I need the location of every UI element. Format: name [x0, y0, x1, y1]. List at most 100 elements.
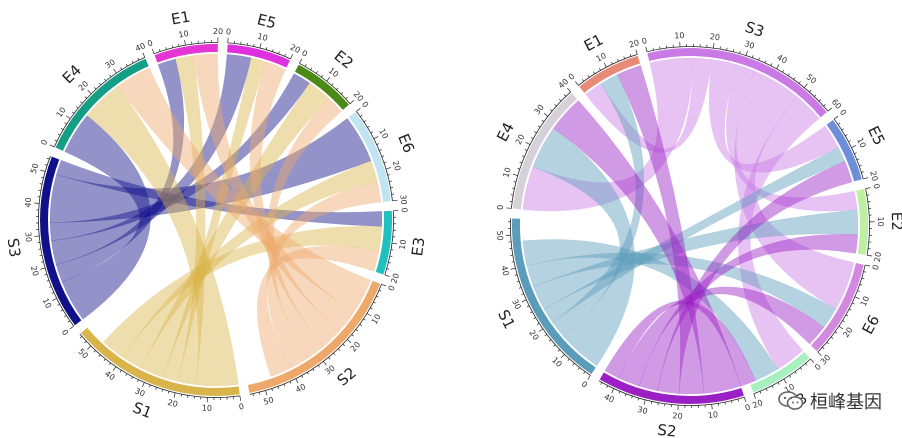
axis-tick — [861, 171, 864, 173]
axis-tick — [739, 50, 741, 54]
tick-label: 0 — [300, 48, 309, 58]
tick-label: 0 — [871, 183, 881, 190]
axis-tick — [753, 393, 756, 399]
sector-e1 — [154, 44, 218, 63]
axis-tick — [336, 87, 339, 90]
axis-tick — [567, 87, 571, 93]
axis-tick — [389, 180, 392, 182]
axis-tick — [41, 176, 44, 179]
axis-tick — [587, 375, 591, 380]
axis-tick — [711, 404, 713, 410]
link-s3-e6 — [49, 118, 372, 224]
sector-e1 — [579, 55, 641, 93]
sector-e2 — [294, 64, 349, 110]
axis-tick — [577, 367, 580, 370]
axis-tick — [826, 341, 829, 345]
axis-tick — [252, 393, 254, 397]
axis-tick — [321, 74, 324, 78]
tick-label: 20 — [672, 411, 683, 421]
axis-tick — [593, 71, 596, 75]
tick-label: 10 — [41, 297, 54, 310]
sector-label-s2: S2 — [334, 364, 360, 390]
axis-tick — [49, 144, 55, 148]
tick-label: 40 — [499, 265, 510, 277]
axis-tick — [155, 387, 157, 390]
tick-label: 60 — [830, 97, 843, 111]
axis-tick — [259, 43, 262, 49]
tick-label: 20 — [167, 398, 179, 409]
link-s2-e5 — [249, 61, 340, 347]
sector-label-s1: S1 — [130, 398, 154, 422]
axis-tick — [544, 334, 548, 337]
axis-tick — [79, 336, 83, 339]
sector-e4 — [512, 92, 578, 210]
axis-tick — [519, 161, 523, 164]
axis-tick — [178, 43, 180, 47]
axis-e6 — [356, 111, 393, 201]
watermark-text: 桓峰基因 — [810, 392, 882, 413]
axis-tick — [239, 395, 241, 401]
axis-tick — [109, 74, 112, 78]
tick-label: 10 — [707, 410, 718, 420]
axis-tick — [530, 137, 534, 139]
axis-tick — [65, 115, 71, 119]
axis-tick — [563, 94, 567, 97]
axis-tick — [534, 131, 537, 134]
axis-tick — [830, 336, 834, 339]
sector-e6 — [811, 262, 864, 352]
axis-tick — [265, 47, 268, 50]
link-s1-e1 — [175, 55, 206, 386]
link-s1-e5 — [162, 57, 267, 382]
axis-tick — [833, 115, 839, 120]
axis-tick — [809, 89, 812, 93]
axis-e2 — [299, 62, 351, 104]
axis-tick — [598, 68, 601, 71]
axis-tick — [618, 391, 621, 394]
axis-tick — [854, 152, 857, 155]
axis-tick — [173, 392, 176, 398]
axis-tick — [60, 128, 64, 130]
axis-tick — [867, 254, 873, 257]
axis-tick — [524, 149, 528, 151]
axis-tick — [165, 47, 167, 50]
axis-tick — [258, 392, 261, 395]
axis-tick — [373, 136, 379, 140]
axis-tick — [84, 340, 87, 344]
tick-label: 0 — [238, 402, 244, 412]
tick-label: 30 — [103, 57, 116, 70]
axis-tick — [794, 371, 797, 374]
axis-tick — [326, 77, 330, 82]
axis-tick — [253, 43, 255, 47]
sector-label-s2: S2 — [656, 421, 677, 438]
axis-tick — [793, 77, 796, 80]
axis-tick — [805, 363, 808, 366]
axis-tick — [57, 303, 60, 306]
link-s2-e1 — [193, 53, 355, 332]
sector-label-e5: E5 — [255, 10, 278, 32]
axis-tick — [40, 261, 44, 263]
axis-tick — [567, 358, 570, 362]
tick-label: 20 — [389, 272, 401, 284]
tick-label: 10 — [398, 239, 408, 250]
axis-tick — [842, 320, 845, 323]
tick-label: 10 — [202, 404, 213, 413]
axis-tick — [859, 284, 863, 286]
link-s2-e6 — [266, 180, 382, 369]
axis-s2 — [598, 380, 745, 406]
axis-tick — [151, 48, 155, 54]
axis-tick — [581, 79, 585, 82]
axis-tick — [312, 368, 315, 372]
axis-s3 — [38, 155, 75, 327]
sector-s1 — [511, 218, 596, 375]
tick-label: 30 — [398, 194, 408, 205]
axis-e1 — [153, 42, 218, 55]
axis-e4 — [510, 91, 572, 209]
sector-s2 — [599, 372, 744, 404]
axis-tick — [120, 67, 123, 70]
axis-tick — [559, 99, 562, 102]
tick-label: 0 — [744, 403, 752, 413]
axis-tick — [315, 71, 318, 74]
axis-tick — [363, 120, 367, 123]
axis-e6 — [817, 264, 866, 353]
axis-tick — [537, 125, 541, 128]
